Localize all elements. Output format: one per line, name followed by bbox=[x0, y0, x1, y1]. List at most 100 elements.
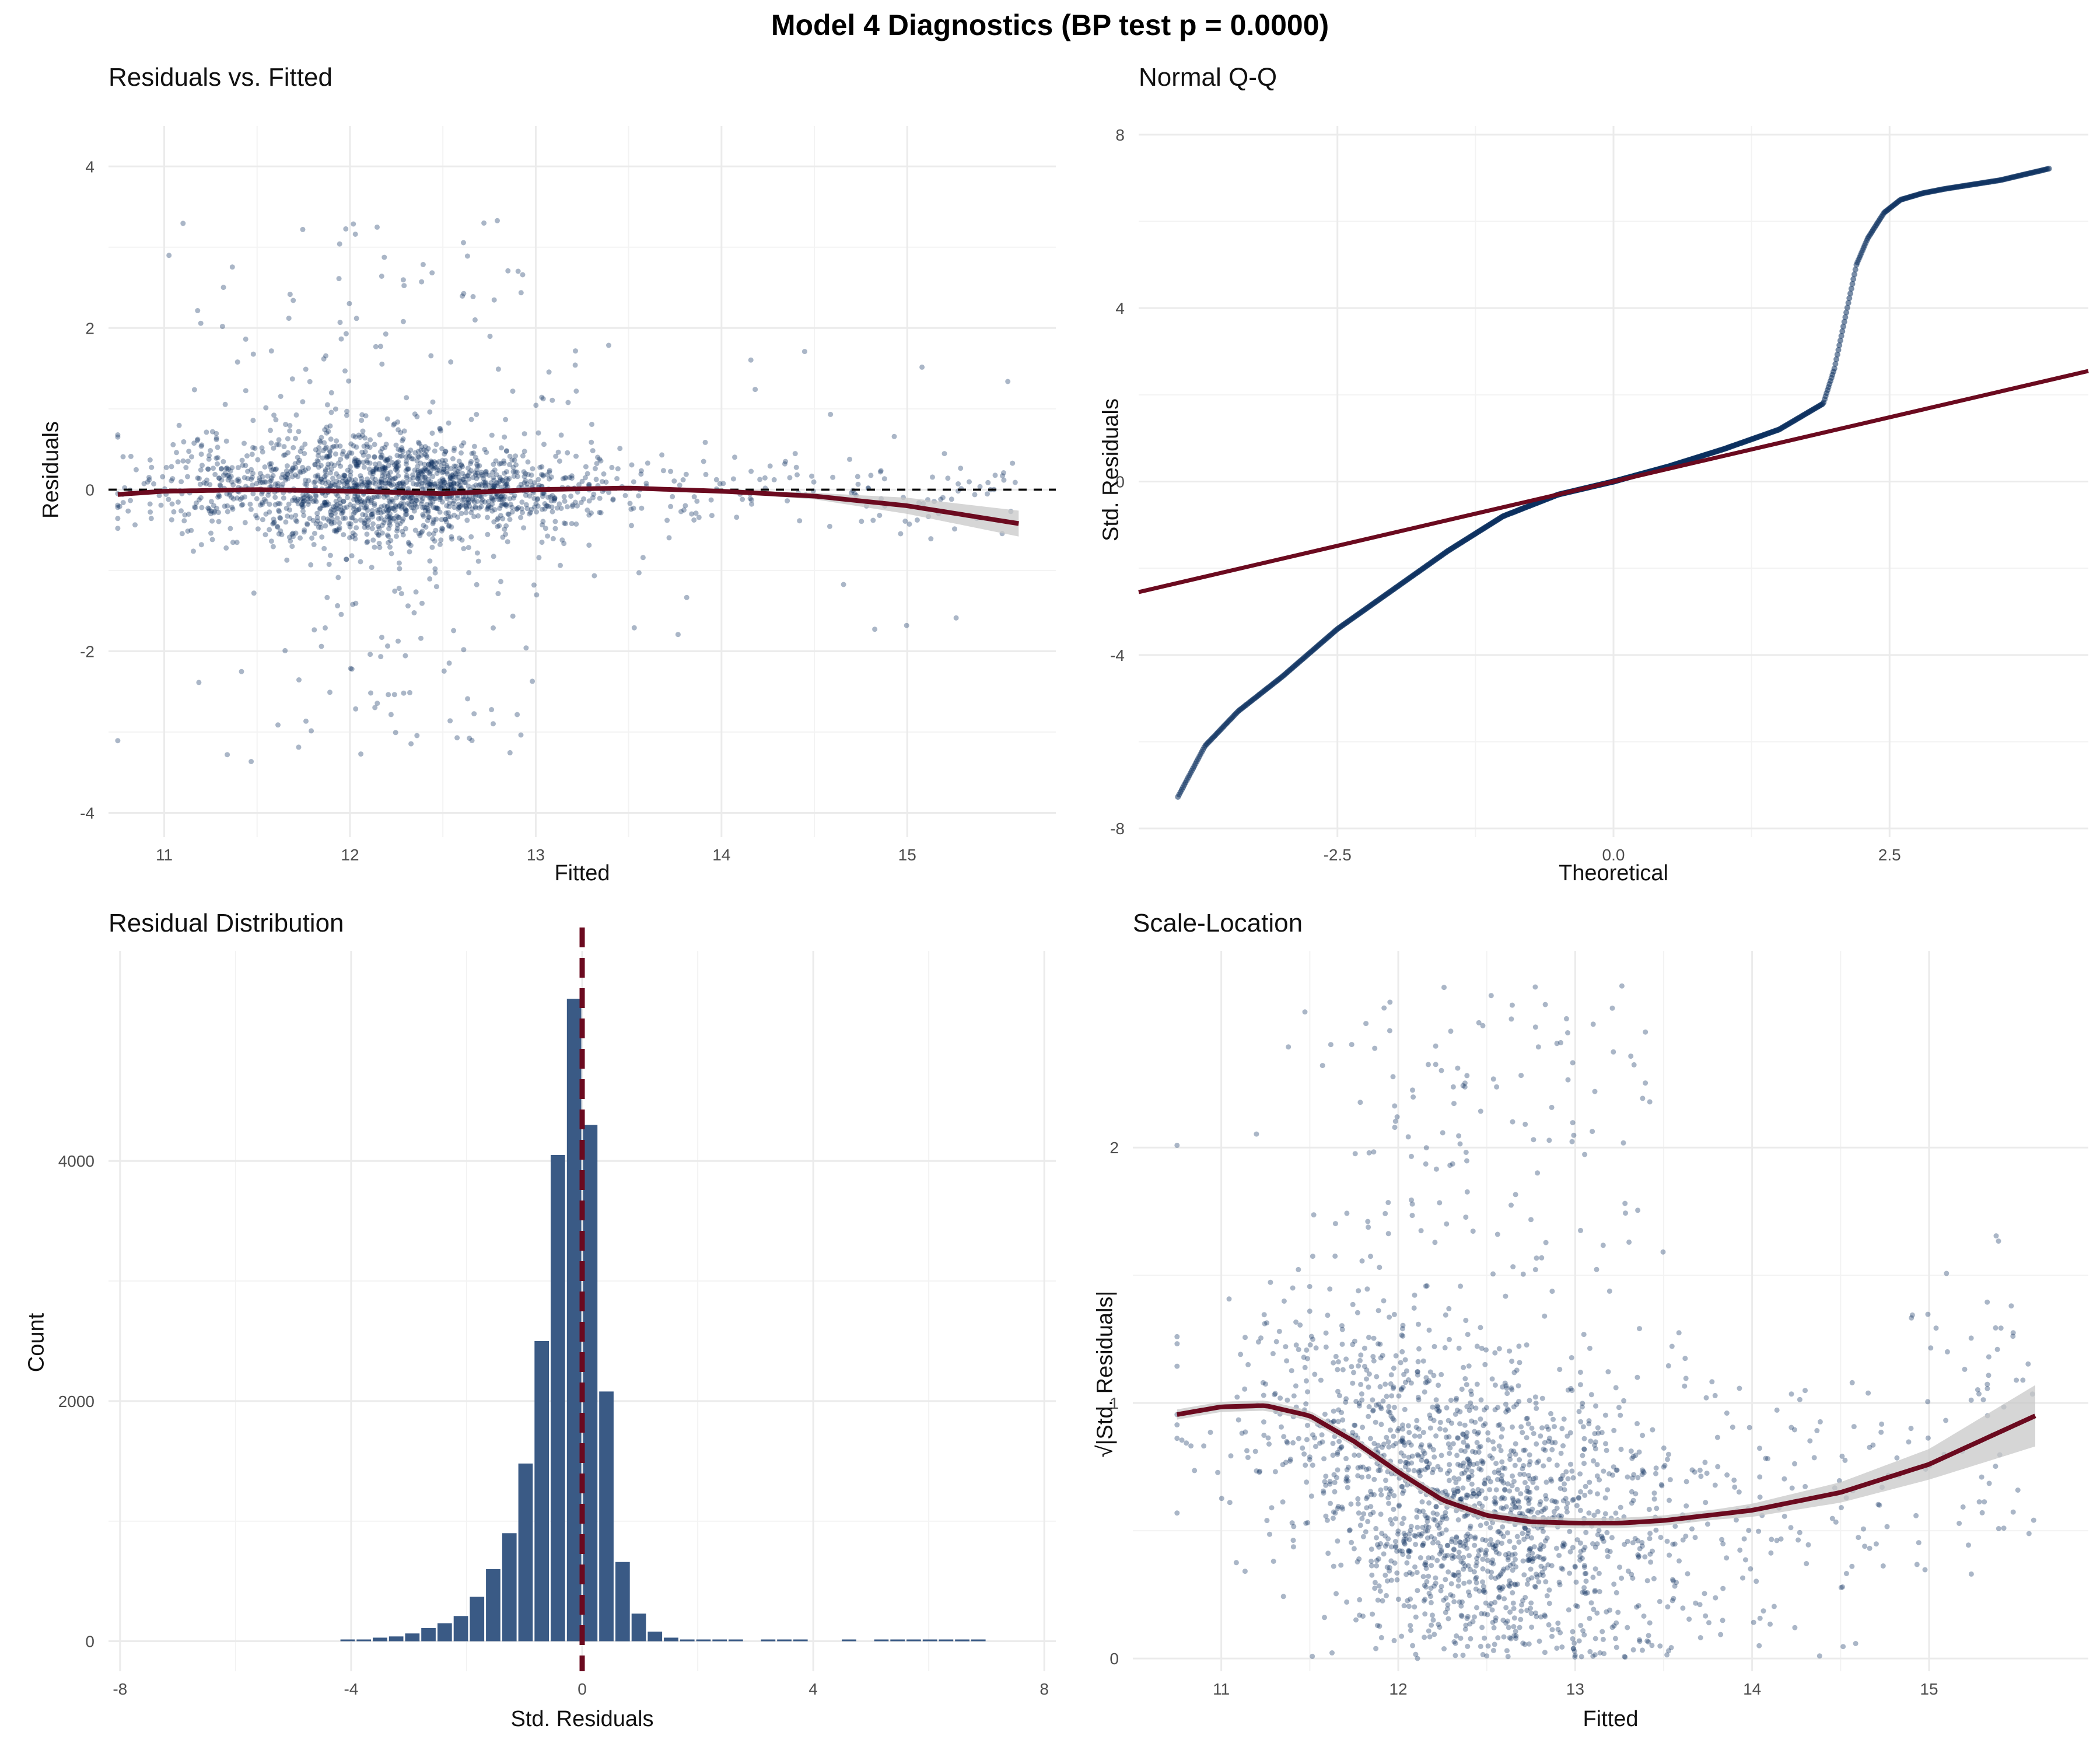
residual-point bbox=[541, 491, 547, 496]
residual-point bbox=[425, 517, 430, 523]
residual-point bbox=[348, 666, 354, 671]
scale-location-point bbox=[2015, 1488, 2021, 1493]
x-tick-label: 11 bbox=[156, 846, 173, 864]
scale-location-point bbox=[1174, 1341, 1180, 1347]
scale-location-point bbox=[1506, 1408, 1511, 1413]
scale-location-point bbox=[1526, 1558, 1532, 1563]
residual-point bbox=[437, 478, 443, 484]
scale-location-point bbox=[1683, 1534, 1689, 1539]
residual-point bbox=[206, 508, 212, 514]
residual-point bbox=[301, 495, 307, 501]
scale-location-point bbox=[1461, 1364, 1466, 1370]
residual-point bbox=[332, 406, 338, 412]
residual-point bbox=[400, 438, 405, 443]
scale-location-point bbox=[1501, 1566, 1507, 1572]
residual-point bbox=[453, 474, 459, 480]
scale-location-point bbox=[1944, 1270, 1950, 1276]
scale-location-point bbox=[1334, 1475, 1339, 1480]
residual-point bbox=[411, 610, 417, 615]
scale-location-point bbox=[1351, 1546, 1357, 1552]
y-tick-label: 0 bbox=[1115, 473, 1125, 491]
residual-point bbox=[985, 491, 990, 497]
residual-point bbox=[461, 647, 467, 653]
residual-point bbox=[344, 504, 350, 510]
residual-point bbox=[309, 728, 314, 734]
residual-point bbox=[792, 451, 798, 457]
residual-point bbox=[465, 497, 471, 503]
scale-location-point bbox=[1377, 1588, 1383, 1594]
scale-location-point bbox=[1774, 1407, 1780, 1413]
residual-point bbox=[287, 507, 292, 513]
residual-point bbox=[338, 463, 344, 469]
residual-point bbox=[410, 505, 416, 511]
scale-location-point bbox=[1418, 1468, 1424, 1473]
scale-location-point bbox=[1788, 1424, 1794, 1430]
scale-location-point bbox=[1433, 1062, 1438, 1068]
residual-point bbox=[323, 481, 329, 487]
scale-location-point bbox=[1611, 1623, 1617, 1629]
residual-point bbox=[387, 515, 393, 521]
y-tick-label: 4000 bbox=[58, 1152, 94, 1170]
scale-location-point bbox=[1630, 1576, 1636, 1581]
residual-point bbox=[504, 481, 510, 487]
residual-point bbox=[573, 453, 579, 459]
residual-point bbox=[972, 492, 978, 498]
residual-point bbox=[354, 462, 360, 468]
residual-point bbox=[294, 498, 300, 504]
residual-point bbox=[489, 508, 495, 514]
residual-point bbox=[328, 483, 334, 489]
scale-location-point bbox=[1382, 1533, 1388, 1539]
scale-location-point bbox=[1565, 1387, 1571, 1393]
residual-point bbox=[437, 541, 443, 547]
scale-location-point bbox=[1388, 1544, 1394, 1550]
scale-location-point bbox=[1520, 1430, 1525, 1436]
residual-point bbox=[290, 298, 296, 303]
residual-point bbox=[495, 480, 501, 486]
residual-point bbox=[268, 538, 274, 544]
qq-point bbox=[2046, 166, 2052, 172]
residual-point bbox=[377, 484, 383, 489]
histogram-bar bbox=[890, 1639, 905, 1642]
residual-point bbox=[391, 421, 397, 427]
scale-location-point bbox=[1405, 1423, 1411, 1429]
residual-point bbox=[337, 443, 343, 449]
residual-point bbox=[222, 470, 228, 476]
scale-location-point bbox=[1464, 1616, 1470, 1621]
residual-point bbox=[938, 496, 944, 502]
scale-location-point bbox=[1870, 1442, 1876, 1448]
residual-point bbox=[334, 438, 340, 444]
residual-point bbox=[379, 480, 385, 486]
scale-location-point bbox=[1451, 1547, 1457, 1553]
scale-location-point bbox=[1499, 1478, 1504, 1484]
residual-point bbox=[347, 502, 353, 508]
residual-point bbox=[437, 509, 443, 515]
scale-location-point bbox=[1664, 1538, 1670, 1544]
scale-location-point bbox=[1410, 1087, 1415, 1093]
residual-point bbox=[348, 521, 354, 527]
scale-location-point bbox=[1174, 1422, 1180, 1428]
scale-location-point bbox=[1502, 1487, 1508, 1493]
scale-location-point bbox=[1421, 1541, 1426, 1546]
histogram-bar bbox=[502, 1533, 517, 1642]
scale-location-point bbox=[1703, 1613, 1709, 1619]
scale-location-point bbox=[1424, 1578, 1430, 1584]
scale-location-point bbox=[1425, 1464, 1430, 1470]
residual-point bbox=[206, 453, 212, 459]
scale-location-point bbox=[1416, 1397, 1422, 1403]
scale-location-point bbox=[1528, 1611, 1534, 1616]
scale-location-point bbox=[1496, 1423, 1501, 1429]
residual-point bbox=[327, 448, 332, 454]
scale-location-point bbox=[1490, 1545, 1496, 1550]
residual-point bbox=[422, 480, 428, 485]
scale-location-point bbox=[1444, 1471, 1450, 1476]
scale-location-point bbox=[1423, 1528, 1429, 1534]
scale-location-point bbox=[1672, 1524, 1678, 1529]
residual-point bbox=[286, 534, 292, 540]
residual-point bbox=[426, 514, 431, 520]
residual-point bbox=[341, 481, 347, 487]
residual-point bbox=[660, 468, 666, 474]
residual-point bbox=[507, 453, 513, 459]
scale-location-point bbox=[1562, 1481, 1567, 1487]
scale-location-point bbox=[1620, 1140, 1626, 1146]
scale-location-point bbox=[1622, 1654, 1628, 1660]
